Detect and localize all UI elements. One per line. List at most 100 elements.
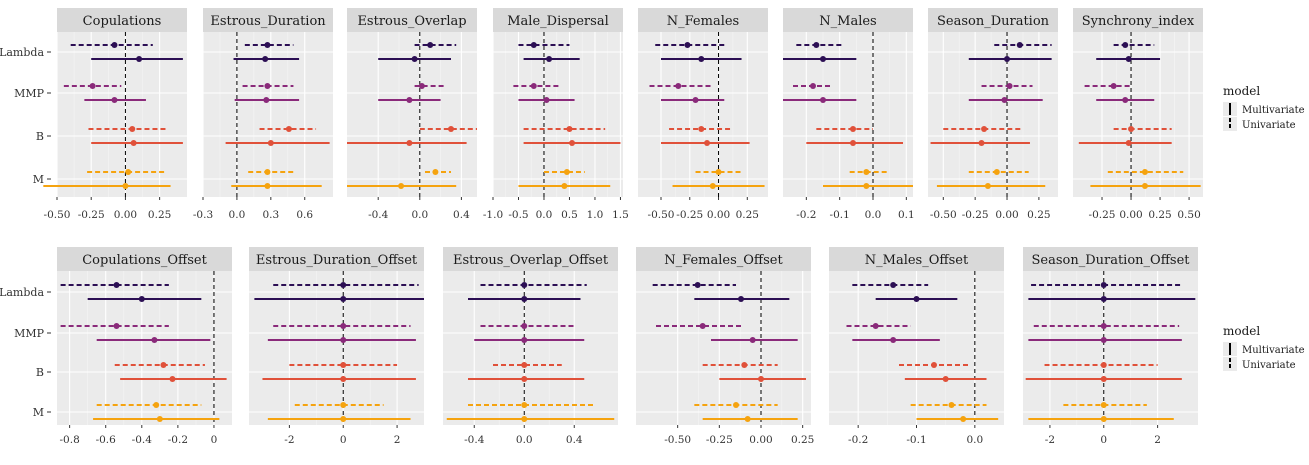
x-tick-label: 0.5 <box>561 209 578 221</box>
panel-title: N_Males_Offset <box>865 253 969 268</box>
point-univariate-m <box>521 402 528 408</box>
x-tick-label: -0.4 <box>464 434 485 446</box>
point-univariate-m <box>715 169 722 175</box>
point-univariate-b <box>850 126 856 132</box>
x-tick-label: -0.1 <box>830 209 850 221</box>
point-univariate-mmp <box>1006 83 1013 89</box>
point-univariate-b <box>1128 126 1135 132</box>
point-univariate-lambda <box>264 42 271 48</box>
panel-background <box>783 32 913 197</box>
point-multivariate-m <box>561 183 568 189</box>
point-univariate-m <box>264 169 271 175</box>
point-univariate-lambda <box>340 282 347 288</box>
point-univariate-m <box>340 402 347 408</box>
panel-background <box>1073 32 1203 197</box>
y-tick-label-m: M <box>33 406 44 419</box>
point-multivariate-lambda <box>262 56 269 62</box>
x-tick-label: 0.0 <box>966 434 983 446</box>
point-multivariate-lambda <box>1100 296 1107 302</box>
x-tick-label: -0.4 <box>132 434 153 446</box>
panel-title: Male_Dispersal <box>507 14 608 29</box>
point-multivariate-b <box>406 140 413 146</box>
panel-synchrony-index: Synchrony_index -0.25 0.00 0.25 0.50 <box>1073 8 1203 221</box>
panel-title: N_Females <box>667 14 739 29</box>
point-multivariate-lambda <box>738 296 744 302</box>
point-univariate-b <box>340 362 347 368</box>
legend: model Multivariate Univariate <box>1223 84 1305 131</box>
panel-male-dispersal: Male_Dispersal -1.0 -0.5 0.0 0.5 1.0 1.5 <box>483 8 629 221</box>
panel-background <box>347 32 477 197</box>
legend-title: model <box>1223 84 1260 98</box>
y-tick-label-b: B <box>36 130 44 143</box>
point-multivariate-mmp <box>1100 337 1107 343</box>
panel-n-females-offset: N_Females_Offset -0.50 -0.25 0.00 0.25 <box>636 247 814 446</box>
panel-n-males-offset: N_Males_Offset -0.2 -0.1 0.0 <box>829 247 1004 446</box>
x-tick-label: -0.50 <box>648 209 675 221</box>
point-univariate-mmp <box>872 323 879 329</box>
point-multivariate-m <box>744 416 751 422</box>
point-multivariate-lambda <box>1125 56 1132 62</box>
x-tick-label: -0.6 <box>96 434 117 446</box>
x-tick-label: 0.1 <box>898 209 915 221</box>
point-multivariate-b <box>978 140 985 146</box>
point-univariate-m <box>1100 402 1107 408</box>
point-univariate-mmp <box>810 83 816 89</box>
point-univariate-lambda <box>1100 282 1107 288</box>
x-tick-label: 0.25 <box>148 209 171 221</box>
point-multivariate-b <box>569 140 576 146</box>
panel-strip <box>347 8 477 32</box>
x-tick-label: 0.0 <box>229 209 246 221</box>
point-univariate-mmp <box>418 83 425 89</box>
point-univariate-b <box>160 362 167 368</box>
x-tick-label: 0.00 <box>114 209 137 221</box>
point-multivariate-lambda <box>136 56 143 62</box>
x-tick-label: -0.2 <box>796 209 816 221</box>
point-univariate-lambda <box>1016 42 1023 48</box>
panel-title: Season_Duration <box>937 14 1050 29</box>
point-multivariate-m <box>398 183 405 189</box>
panel-strip <box>636 247 811 271</box>
panel-background <box>636 271 811 425</box>
point-multivariate-b <box>169 376 176 382</box>
point-univariate-m <box>1141 169 1148 175</box>
x-tick-label: -0.2 <box>168 434 188 446</box>
panel-strip <box>57 8 187 32</box>
panel-background <box>1023 271 1198 425</box>
x-tick-label: 1.0 <box>587 209 604 221</box>
point-multivariate-mmp <box>1122 97 1129 103</box>
panel-copulations-offset: Copulations_Offset -0.8 -0.6 -0.4 -0.2 0 <box>57 247 232 446</box>
x-tick-label: 0 <box>1100 434 1107 446</box>
point-multivariate-m <box>863 183 870 189</box>
point-multivariate-m <box>340 416 347 422</box>
x-tick-label: -0.50 <box>930 209 957 221</box>
point-univariate-lambda <box>1122 42 1129 48</box>
point-multivariate-mmp <box>890 337 897 343</box>
x-tick-label: 0.0 <box>516 434 533 446</box>
point-multivariate-lambda <box>698 56 705 62</box>
point-multivariate-lambda <box>913 296 920 302</box>
panel-strip <box>249 247 424 271</box>
x-tick-label: -1.0 <box>483 209 503 221</box>
point-univariate-lambda <box>111 42 118 48</box>
point-multivariate-m <box>156 416 163 422</box>
point-univariate-m <box>733 402 739 408</box>
point-univariate-mmp <box>340 323 347 329</box>
y-tick-label-mmp: MMP <box>14 87 45 100</box>
panel-background <box>443 271 618 425</box>
x-tick-label: -0.8 <box>60 434 80 446</box>
point-multivariate-b <box>521 376 528 382</box>
x-tick-label: 0 <box>340 434 347 446</box>
y-tick-label-m: M <box>33 173 44 186</box>
x-tick-label: 0.25 <box>1148 209 1171 221</box>
panel-title: Estrous_Duration_Offset <box>256 253 418 268</box>
point-multivariate-b <box>704 140 711 146</box>
x-tick-label: -0.25 <box>78 209 105 221</box>
x-tick-label: -2 <box>1045 434 1055 446</box>
point-multivariate-m <box>960 416 967 422</box>
x-tick-label: 0.4 <box>566 434 583 446</box>
x-tick-label: 0.6 <box>296 209 313 221</box>
x-tick-label: -0.5 <box>508 209 528 221</box>
x-tick-label: 1.5 <box>612 209 629 221</box>
point-univariate-mmp <box>1110 83 1117 89</box>
